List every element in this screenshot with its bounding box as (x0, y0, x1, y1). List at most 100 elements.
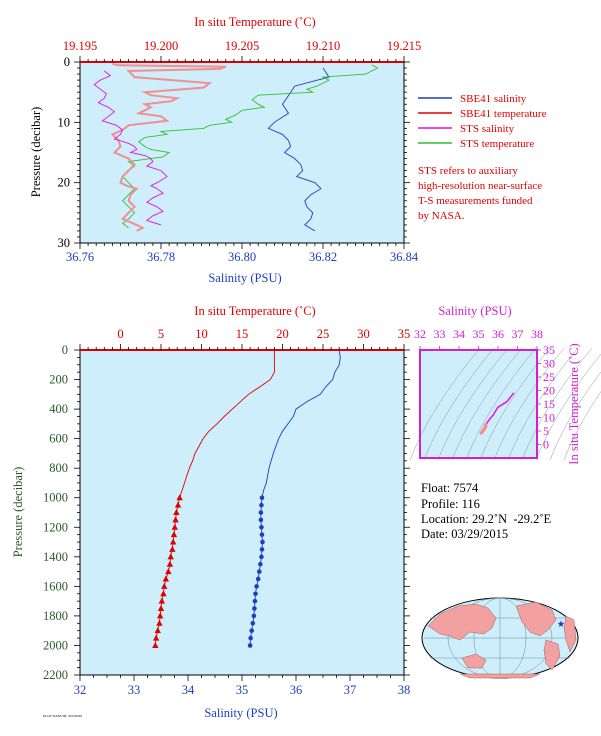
series-line-sts-salinity (93, 70, 168, 226)
right-tick-label: 0 (543, 438, 549, 452)
left-tick-label: 20 (58, 176, 71, 190)
top-tick-label: 33 (434, 327, 446, 341)
salinity-marker (247, 643, 253, 648)
top-axis-title-1: In situ Temperature (˚C) (194, 15, 315, 29)
left-axis-title-2: Pressure (decibar) (11, 467, 25, 558)
plot-area-3 (419, 349, 538, 459)
land-asia (427, 603, 497, 641)
land-s-america (543, 639, 561, 671)
bottom-tick-label: 34 (182, 683, 195, 697)
top-tick-label: 19.215 (387, 39, 421, 53)
top-tick-label: 10 (195, 327, 208, 341)
density-contour (549, 371, 601, 461)
density-contour (465, 347, 537, 461)
top-tick-label: 30 (357, 327, 370, 341)
series-group-2 (152, 350, 341, 648)
temperature-marker (158, 597, 166, 604)
legend-note: STS refers to auxiliary high-resolution n… (418, 165, 542, 222)
right-tick-label: 10 (543, 411, 555, 425)
left-tick-label: 1000 (43, 491, 68, 505)
right-tick-label: 15 (543, 397, 555, 411)
info-location-label: Location: (421, 512, 469, 526)
land-australia (461, 653, 487, 669)
plot-area-1 (79, 61, 405, 244)
note-line: high-resolution near-surface (418, 180, 542, 192)
bottom-tick-label: 33 (128, 683, 141, 697)
temperature-marker (176, 494, 183, 501)
ts-curve-1 (479, 423, 488, 435)
top-tick-label: 25 (317, 327, 330, 341)
bottom-tick-label: 37 (344, 683, 357, 697)
left-tick-label: 0 (64, 55, 70, 69)
bottom-tick-label: 38 (398, 683, 411, 697)
top-tick-label: 19.205 (225, 39, 259, 53)
series-group-1 (93, 62, 379, 232)
bottom-tick-label: 36.80 (228, 250, 256, 264)
density-contour (521, 347, 593, 461)
note-line: STS refers to auxiliary (418, 165, 518, 177)
temperature-marker (173, 509, 180, 515)
right-tick-label: 35 (543, 343, 555, 357)
density-contour (451, 347, 523, 461)
top-tick-label: 15 (236, 327, 249, 341)
info-location: Location: 29.2˚N -29.2˚E (421, 512, 551, 527)
top-tick-label: 37 (512, 327, 524, 341)
density-contour (563, 391, 601, 461)
top-tick-label: 5 (158, 327, 164, 341)
tick-labels-2: 0 5 10 15 20 25 30 35 32 33 34 35 36 37 38 0 200 400 600 80… (43, 327, 410, 697)
bottom-tick-label: 35 (236, 683, 249, 697)
world-map (421, 597, 579, 679)
plot-area-2 (79, 349, 405, 676)
salinity-marker (252, 606, 257, 611)
left-axis-title-1: Pressure (decibar) (29, 107, 43, 198)
salinity-marker (258, 510, 264, 515)
top-tick-label: 34 (453, 327, 465, 341)
top-tick-label: 0 (117, 327, 123, 341)
top-tick-label: 32 (414, 327, 426, 341)
salinity-marker (259, 547, 265, 552)
footer-stamp: PLOT DATE/ID: 20150329 (43, 714, 82, 718)
salinity-marker (248, 635, 253, 641)
info-float: Float: 7574 (421, 481, 478, 496)
tick-labels-1: 19.195 19.200 19.205 19.210 19.215 36.76 36.78… (58, 39, 422, 264)
temperature-marker (170, 531, 178, 538)
salinity-marker (254, 584, 259, 589)
series-line-sbe41-salinity (267, 67, 330, 232)
note-line: T-S measurements funded (418, 195, 533, 207)
temperature-marker (172, 516, 179, 523)
left-tick-label: 0 (62, 343, 68, 357)
info-date: Date: 03/29/2015 (421, 527, 508, 542)
legend: SBE41 salinity SBE41 temperature STS salin… (418, 93, 547, 150)
series-group-3 (479, 392, 515, 435)
density-contour (423, 347, 495, 461)
temperature-marker (169, 545, 176, 552)
salinity-marker (249, 628, 255, 633)
right-tick-label: 30 (543, 357, 555, 371)
info-location-value: 29.2˚N -29.2˚E (472, 512, 552, 526)
salinity-marker (260, 539, 265, 545)
left-tick-label: 200 (49, 373, 68, 387)
left-tick-label: 30 (58, 236, 71, 250)
land-antarctica (459, 673, 541, 679)
temperature-marker (162, 575, 170, 582)
right-tick-label: 5 (543, 424, 549, 438)
legend-label: STS salinity (460, 123, 515, 135)
temperature-marker (161, 582, 168, 589)
temperature-marker (156, 612, 164, 619)
left-tick-label: 2200 (43, 668, 68, 682)
left-tick-label: 800 (49, 461, 68, 475)
temperature-marker (169, 538, 177, 545)
salinity-marker (259, 532, 265, 537)
map-land (427, 601, 577, 679)
salinity-marker (259, 495, 265, 501)
salinity-marker (258, 517, 264, 523)
float-location-marker (557, 620, 565, 627)
bottom-tick-label: 36 (290, 683, 303, 697)
info-date-label: Date: (421, 527, 449, 541)
top-tick-label: 19.195 (63, 39, 97, 53)
left-tick-label: 400 (49, 402, 68, 416)
salinity-marker (250, 620, 256, 626)
salinity-marker (253, 591, 258, 597)
